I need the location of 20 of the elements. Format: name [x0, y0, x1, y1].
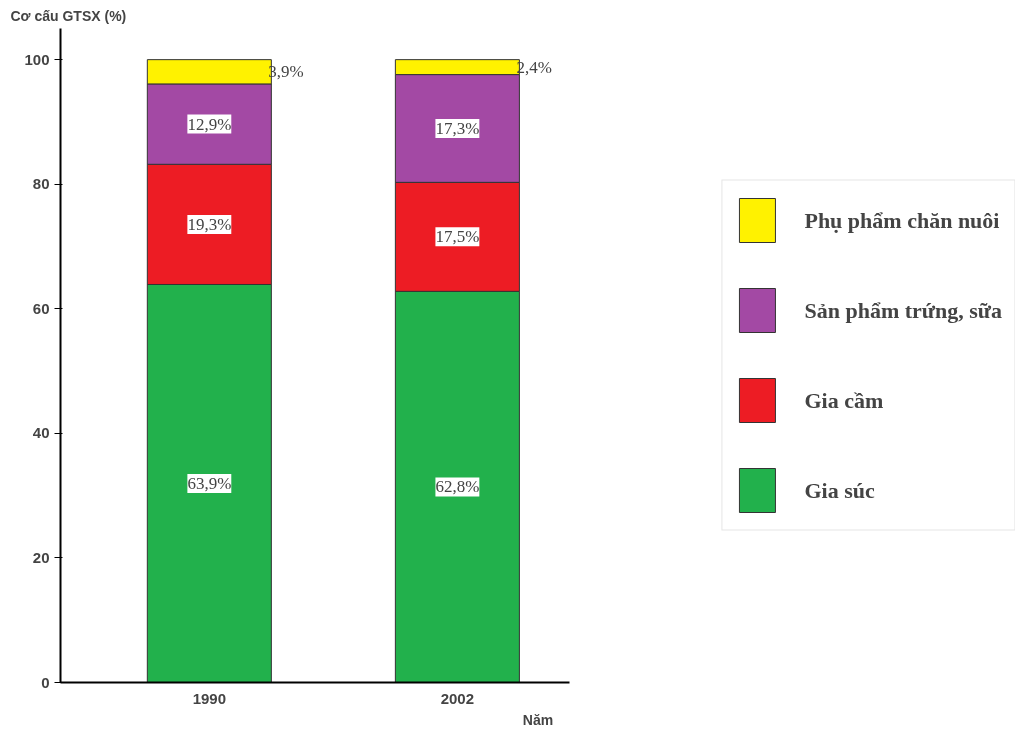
- y-tick-label: 60: [32, 299, 50, 317]
- y-tick-label: 80: [32, 175, 50, 193]
- y-tick-label: 100: [24, 50, 50, 68]
- data-label: 63,9%: [187, 474, 232, 493]
- y-axis-title: Cơ cấu GTSX (%): [10, 7, 127, 24]
- y-tick-label: 20: [32, 548, 50, 566]
- legend-label: Phụ phẩm chăn nuôi: [804, 207, 1000, 233]
- y-tick-label: 40: [32, 424, 50, 442]
- data-label: 62,8%: [435, 477, 480, 497]
- data-label: 19,3%: [187, 214, 232, 234]
- data-label: 12,9%: [187, 114, 232, 134]
- legend-label: Sản phẩm trứng, sữa: [804, 297, 1002, 323]
- y-tick-label: 0: [41, 673, 50, 691]
- x-tick-label: 2002: [440, 689, 475, 707]
- data-label: 17,5%: [435, 227, 480, 247]
- x-axis-title: Năm: [522, 711, 554, 728]
- x-tick-label: 1990: [192, 689, 227, 707]
- data-label: 17,3%: [435, 118, 480, 138]
- legend-label: Gia cầm: [804, 387, 884, 413]
- legend-label: Gia súc: [804, 477, 875, 503]
